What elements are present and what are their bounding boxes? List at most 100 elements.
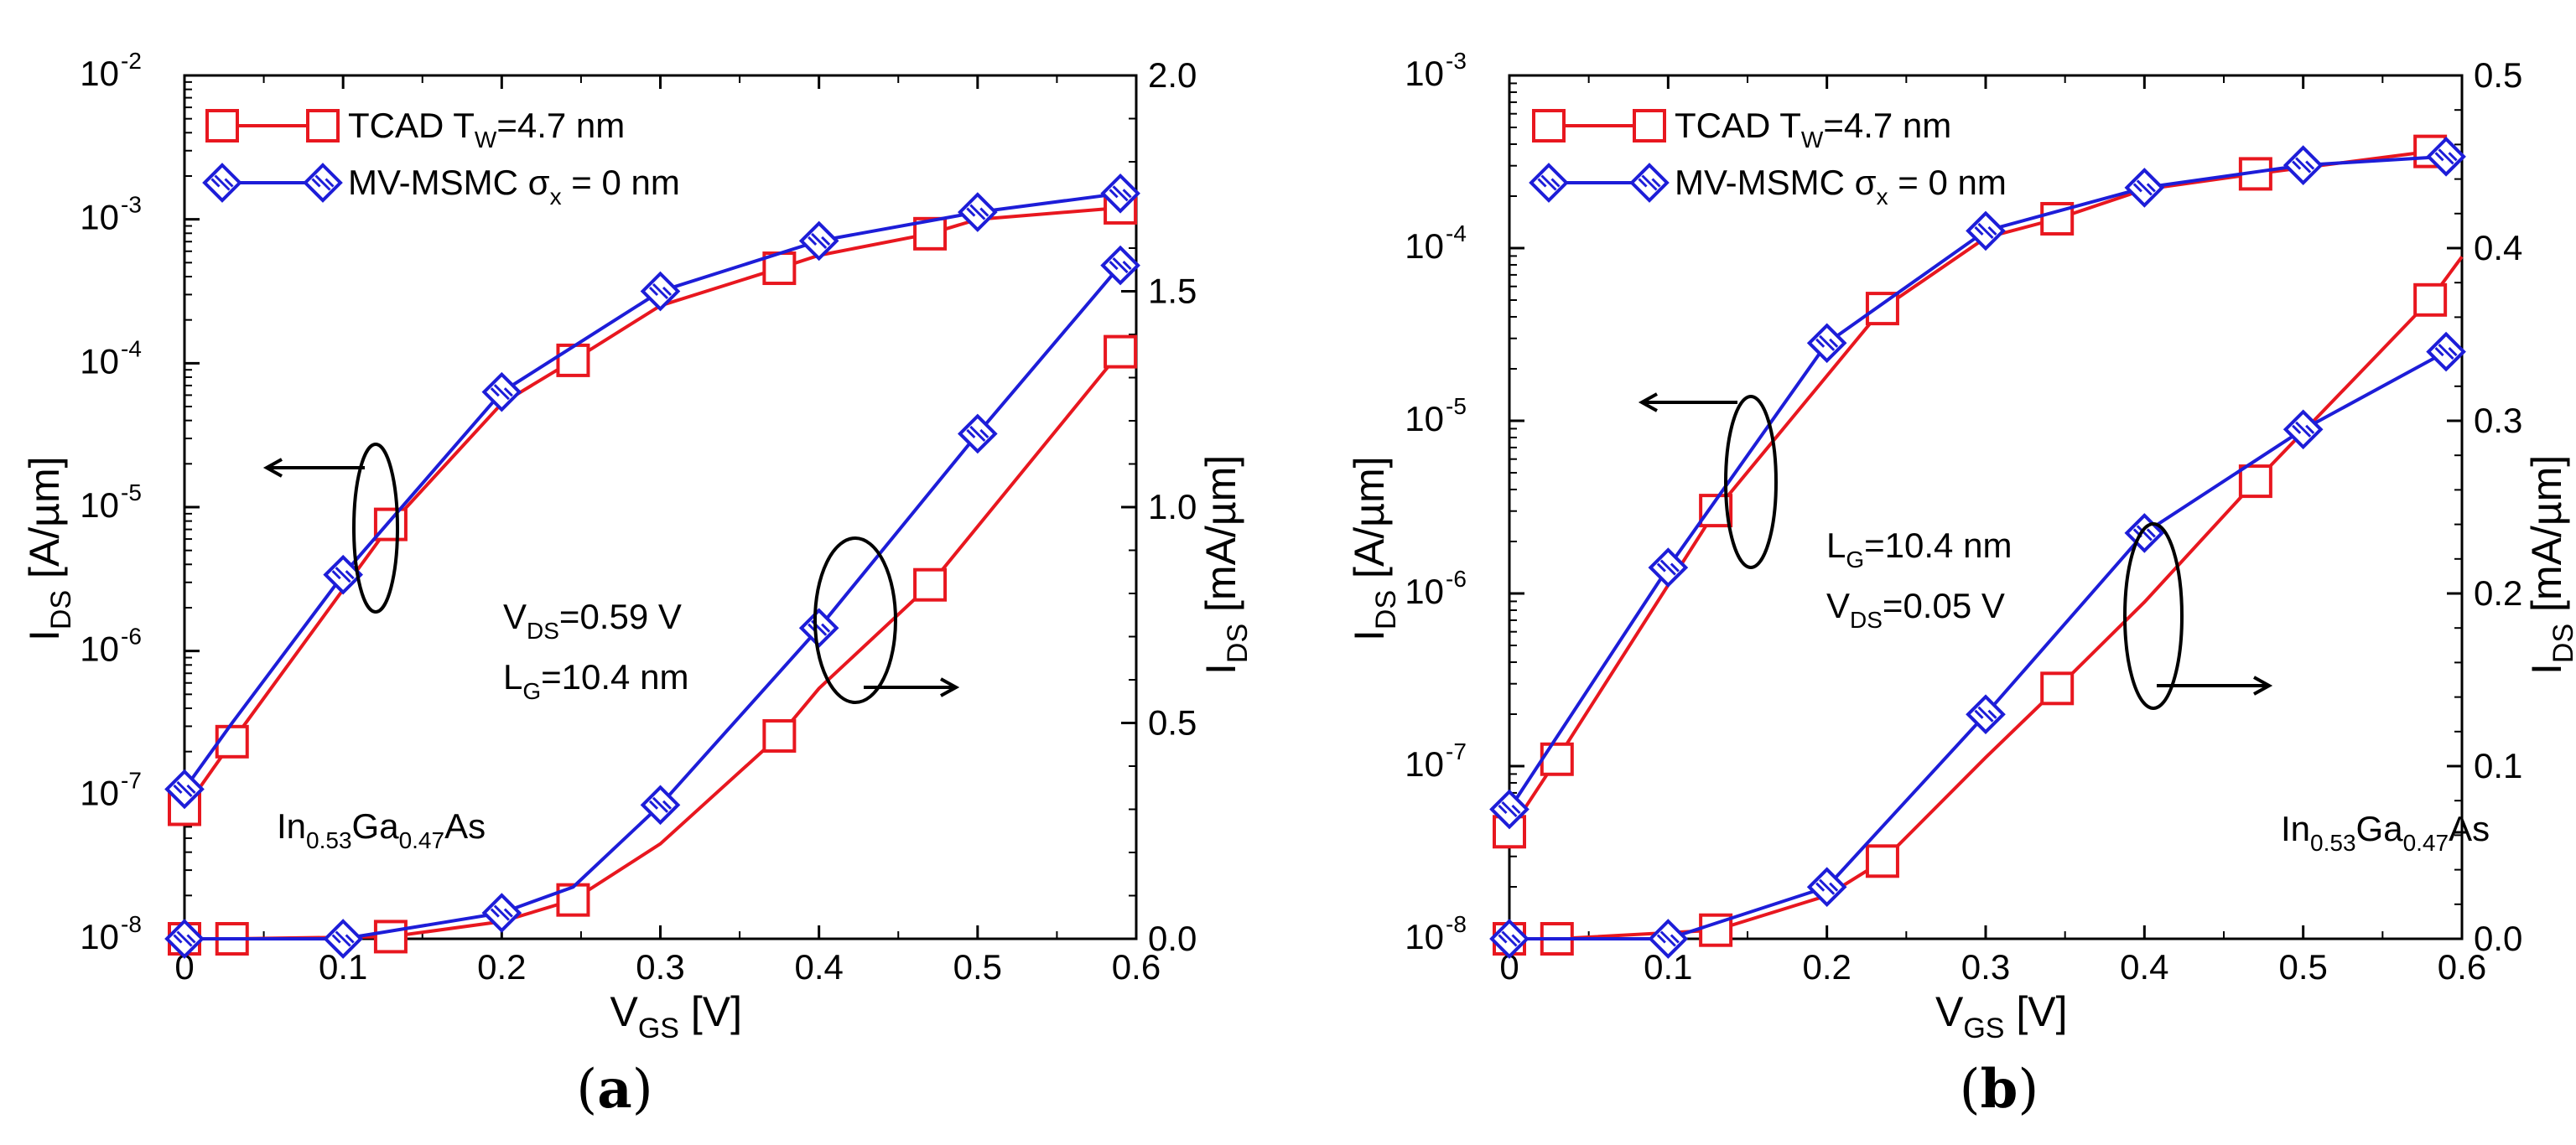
y-left-tick-exponent: -5 <box>1446 393 1467 419</box>
data-point-mvmsmc-left <box>1966 210 2006 251</box>
legend-marker <box>205 109 239 142</box>
panel-label-a: (a) <box>576 1058 653 1121</box>
x-tick-label: 0.6 <box>2438 947 2486 987</box>
y-right-tick-label: 2.0 <box>1148 55 1197 95</box>
y-left-tick-exponent: -5 <box>121 479 142 505</box>
legend-entry-label: TCAD TW=4.7 nm <box>348 106 625 153</box>
data-point-tcad-left <box>373 507 408 541</box>
x-tick-label: 0 <box>1499 947 1519 987</box>
data-point-tcad-right <box>2040 671 2075 706</box>
y-right-tick-label: 0.5 <box>1148 703 1197 743</box>
annotation-text: VDS=0.59 V <box>503 597 682 644</box>
data-point-tcad-right <box>1104 334 1138 369</box>
legend-marker <box>306 109 340 142</box>
legend-entry-label: TCAD TW=4.7 nm <box>1675 106 1951 153</box>
y-left-tick-exponent: -2 <box>121 48 142 74</box>
grouping-oval <box>2123 522 2184 710</box>
arrow-head <box>262 458 283 478</box>
data-point-mvmsmc-right <box>323 919 363 959</box>
panel-label-b: (b) <box>1959 1058 2039 1121</box>
data-point-tcad-left <box>215 724 249 759</box>
data-point-mvmsmc-right <box>1806 867 1847 908</box>
data-point-tcad-right <box>373 920 408 954</box>
y-right-tick-label: 0.5 <box>2474 55 2522 95</box>
annotation-text: In0.53Ga0.47As <box>2281 809 2490 856</box>
x-tick-label: 0.3 <box>636 947 684 987</box>
data-point-mvmsmc-right <box>798 608 839 649</box>
y-right-axis-label: IDS [mA/µm] <box>1197 455 1254 675</box>
arrow-head <box>2253 676 2273 696</box>
y-left-tick-label: 10 <box>80 341 119 381</box>
annotation-text: VDS=0.05 V <box>1826 586 2005 633</box>
data-point-mvmsmc-right <box>1648 919 1689 959</box>
x-tick-label: 0.2 <box>1802 947 1851 987</box>
y-right-axis-label: IDS [mA/µm] <box>2523 455 2576 675</box>
annotation-text: In0.53Ga0.47As <box>277 806 486 853</box>
y-right-tick-label: 0.1 <box>2474 746 2522 785</box>
y-left-axis-label: IDS [A/µm] <box>21 456 77 641</box>
data-point-mvmsmc-right <box>958 413 998 454</box>
grouping-oval <box>1724 395 1778 569</box>
plot-frame <box>1508 74 2464 940</box>
x-tick-label: 0 <box>174 947 194 987</box>
data-point-tcad-left <box>913 216 948 251</box>
y-left-tick-label: 10 <box>80 54 119 93</box>
data-point-mvmsmc-left <box>323 554 363 595</box>
data-point-mvmsmc-left <box>2283 145 2324 185</box>
data-point-mvmsmc-right <box>2283 409 2324 450</box>
data-point-tcad-right <box>913 567 948 602</box>
arrow-head <box>1638 392 1658 412</box>
data-point-mvmsmc-left <box>640 271 681 312</box>
y-left-tick-exponent: -7 <box>1446 738 1467 764</box>
y-left-axis-label: IDS [A/µm] <box>1346 456 1402 641</box>
data-point-mvmsmc-left <box>1648 547 1689 588</box>
y-right-tick-label: 0.0 <box>2474 919 2522 958</box>
y-left-tick-label: 10 <box>1405 399 1444 438</box>
annotation-text: LG=10.4 nm <box>1826 526 2012 572</box>
y-left-tick-exponent: -3 <box>1446 48 1467 74</box>
data-point-mvmsmc-right <box>1100 245 1140 286</box>
y-left-tick-exponent: -4 <box>121 335 142 361</box>
grouping-oval <box>352 443 399 614</box>
grouping-oval <box>813 536 897 704</box>
data-point-tcad-right <box>2413 282 2448 317</box>
data-point-mvmsmc-left <box>2124 168 2165 208</box>
data-point-tcad-left <box>556 343 590 377</box>
legend-marker <box>1629 163 1670 203</box>
annotation-text: LG=10.4 nm <box>503 657 688 704</box>
data-point-mvmsmc-left <box>481 371 522 412</box>
legend-marker <box>1532 109 1566 142</box>
x-tick-label: 0.3 <box>1961 947 2010 987</box>
legend-marker <box>303 163 343 203</box>
data-point-tcad-left <box>1540 742 1574 776</box>
legend-marker <box>1633 109 1666 142</box>
y-left-tick-exponent: -6 <box>1446 566 1467 592</box>
y-left-tick-label: 10 <box>80 773 119 812</box>
y-left-tick-label: 10 <box>1405 226 1444 266</box>
y-left-tick-exponent: -3 <box>121 192 142 218</box>
legend-marker <box>202 163 242 203</box>
y-left-tick-label: 10 <box>1405 572 1444 611</box>
x-tick-label: 0.4 <box>794 947 843 987</box>
data-point-tcad-right <box>556 883 590 917</box>
y-right-tick-label: 0.2 <box>2474 573 2522 613</box>
data-point-mvmsmc-left <box>798 220 839 262</box>
y-left-tick-exponent: -7 <box>121 767 142 793</box>
data-point-mvmsmc-left <box>1100 173 1140 214</box>
data-point-mvmsmc-right <box>2426 331 2466 372</box>
x-axis-label: VGS [V] <box>610 988 743 1044</box>
legend-entry-label: MV-MSMC σx = 0 nm <box>348 163 680 210</box>
y-left-tick-label: 10 <box>80 198 119 237</box>
y-right-tick-label: 0.3 <box>2474 401 2522 440</box>
y-right-tick-label: 1.5 <box>1148 272 1197 311</box>
x-tick-label: 0.5 <box>953 947 1002 987</box>
data-point-tcad-right <box>2238 464 2272 499</box>
data-point-tcad-right <box>1865 844 1899 878</box>
series-line-mvmsmc-right <box>184 264 1122 940</box>
x-tick-label: 0.4 <box>2120 947 2168 987</box>
data-point-mvmsmc-right <box>640 785 681 826</box>
y-left-tick-exponent: -8 <box>1446 911 1467 937</box>
